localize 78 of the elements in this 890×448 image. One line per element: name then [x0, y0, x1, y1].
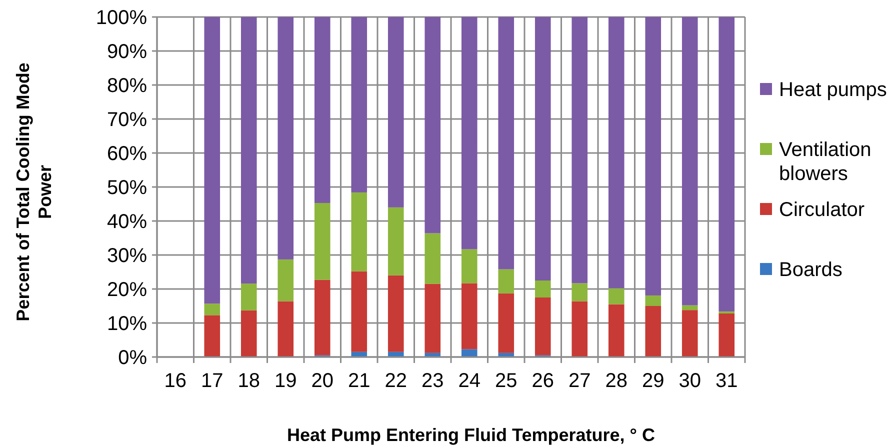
- x-tick-label: 27: [568, 370, 591, 392]
- bar: [278, 259, 294, 302]
- x-tick-label: 24: [458, 370, 480, 392]
- x-tick-label: 23: [422, 370, 444, 392]
- legend-label: Circulator: [779, 199, 865, 221]
- bar: [204, 315, 220, 357]
- bar: [424, 284, 441, 353]
- y-tick-label: 60%: [106, 143, 148, 165]
- bar: [682, 310, 698, 357]
- y-tick-label: 10%: [106, 313, 148, 335]
- bar: [461, 17, 478, 250]
- x-tick-label: 29: [642, 370, 664, 392]
- bar: [645, 295, 662, 306]
- x-tick-label: 21: [348, 370, 370, 392]
- bar: [572, 283, 588, 302]
- y-axis-title: Percent of Total Cooling Mode Power: [13, 62, 55, 322]
- y-tick-label: 70%: [106, 109, 148, 131]
- bar: [388, 275, 404, 352]
- bar: [388, 17, 404, 208]
- x-tick-label: 31: [716, 370, 738, 392]
- y-tick-label: 40%: [106, 211, 148, 233]
- bar: [424, 233, 441, 284]
- x-tick-label: 20: [311, 370, 334, 392]
- bar: [240, 17, 257, 284]
- y-tick-label: 90%: [106, 41, 148, 63]
- x-tick-label: 30: [678, 370, 701, 392]
- bar: [608, 288, 624, 304]
- bar: [498, 17, 514, 270]
- bar: [204, 304, 220, 316]
- bar: [608, 304, 624, 357]
- x-tick-label: 19: [274, 370, 297, 392]
- bar: [608, 17, 624, 288]
- bar: [682, 305, 698, 310]
- x-tick-label: 17: [201, 370, 224, 392]
- bar: [682, 17, 698, 306]
- bar: [240, 310, 257, 357]
- bar: [424, 17, 441, 234]
- y-tick-label: 50%: [106, 177, 148, 199]
- y-tick-label: 0%: [118, 347, 148, 369]
- y-tick-label: 80%: [106, 75, 148, 97]
- bar: [461, 349, 478, 357]
- bar: [240, 284, 257, 310]
- bar: [351, 17, 368, 192]
- bar: [645, 17, 662, 296]
- bar: [534, 280, 551, 298]
- bar: [351, 271, 368, 352]
- x-tick-label: 16: [164, 370, 186, 392]
- x-tick-label: 18: [238, 370, 260, 392]
- y-tick-label: 100%: [96, 7, 148, 29]
- bar: [718, 313, 735, 357]
- x-tick-label: 26: [532, 370, 554, 392]
- bar: [534, 298, 551, 356]
- bar: [351, 192, 368, 272]
- legend-label: Boards: [779, 259, 842, 281]
- bar: [314, 202, 330, 280]
- x-tick-label: 22: [384, 370, 407, 392]
- bar: [572, 17, 588, 284]
- x-tick-label: 25: [495, 370, 518, 392]
- bar: [461, 249, 478, 284]
- y-tick-label: 20%: [106, 279, 148, 301]
- bar: [278, 301, 294, 357]
- bar: [534, 17, 551, 280]
- bar: [461, 283, 478, 350]
- bar: [314, 280, 330, 356]
- bar: [278, 17, 294, 260]
- legend-label: Ventilation blowers: [779, 139, 872, 185]
- bar: [498, 269, 514, 294]
- bar: [645, 306, 662, 357]
- legend-label: Heat pumps: [779, 79, 887, 101]
- bar: [388, 207, 404, 276]
- bar: [498, 293, 514, 353]
- x-axis-title: Heat Pump Entering Fluid Temperature, ° C: [287, 425, 655, 445]
- bar: [314, 17, 330, 203]
- bar: [572, 301, 588, 357]
- x-tick-label: 28: [605, 370, 628, 392]
- bar: [204, 17, 220, 304]
- bar: [718, 17, 735, 312]
- y-tick-label: 30%: [106, 245, 148, 267]
